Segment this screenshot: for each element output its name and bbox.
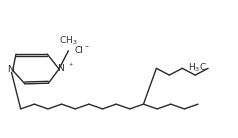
Text: Cl: Cl <box>74 46 83 55</box>
Text: $^-$: $^-$ <box>83 44 89 50</box>
Text: $^+$: $^+$ <box>67 63 74 69</box>
Text: N: N <box>7 65 14 74</box>
Text: N: N <box>57 64 64 73</box>
Text: CH$_3$: CH$_3$ <box>59 35 78 47</box>
Text: H$_3$C: H$_3$C <box>188 61 207 74</box>
